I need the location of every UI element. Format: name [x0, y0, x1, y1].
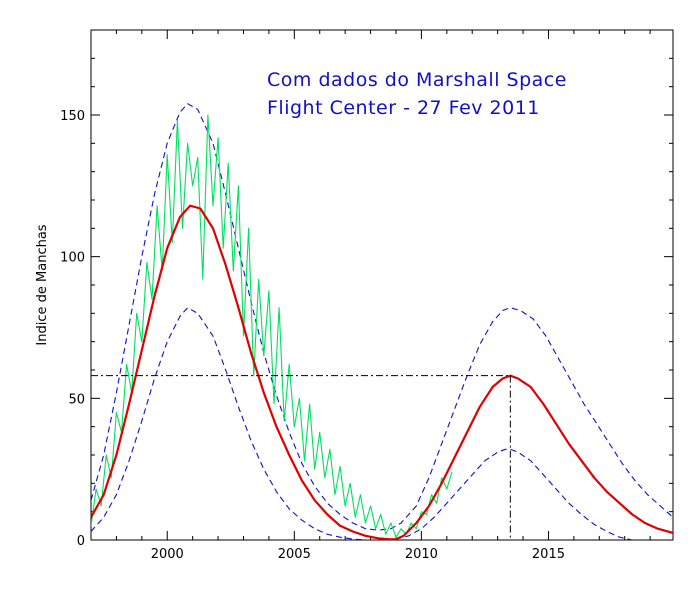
y-tick-label: 50 — [68, 392, 85, 407]
y-tick-label: 0 — [77, 534, 85, 549]
series-group — [91, 103, 673, 540]
annotation-line-1: Com dados do Marshall Space — [267, 69, 567, 91]
x-tick-label: 2005 — [278, 547, 311, 562]
x-tick-label: 2010 — [405, 547, 438, 562]
series-lower-bound — [91, 307, 633, 540]
x-tick-label: 2015 — [532, 547, 565, 562]
prediction-marker — [91, 375, 511, 540]
series-observed — [91, 114, 453, 538]
y-tick-label: 150 — [60, 109, 85, 124]
y-axis-label: Indice de Manchas — [35, 224, 50, 345]
axis-ticks — [90, 29, 673, 541]
annotation-line-2: Flight Center - 27 Fev 2011 — [267, 97, 540, 119]
series-smoothed — [91, 204, 673, 540]
y-tick-label: 100 — [60, 251, 85, 266]
x-tick-label: 2000 — [151, 547, 184, 562]
axis-tick-labels: 2000 2005 2010 2015 0 50 100 150 — [60, 109, 565, 562]
